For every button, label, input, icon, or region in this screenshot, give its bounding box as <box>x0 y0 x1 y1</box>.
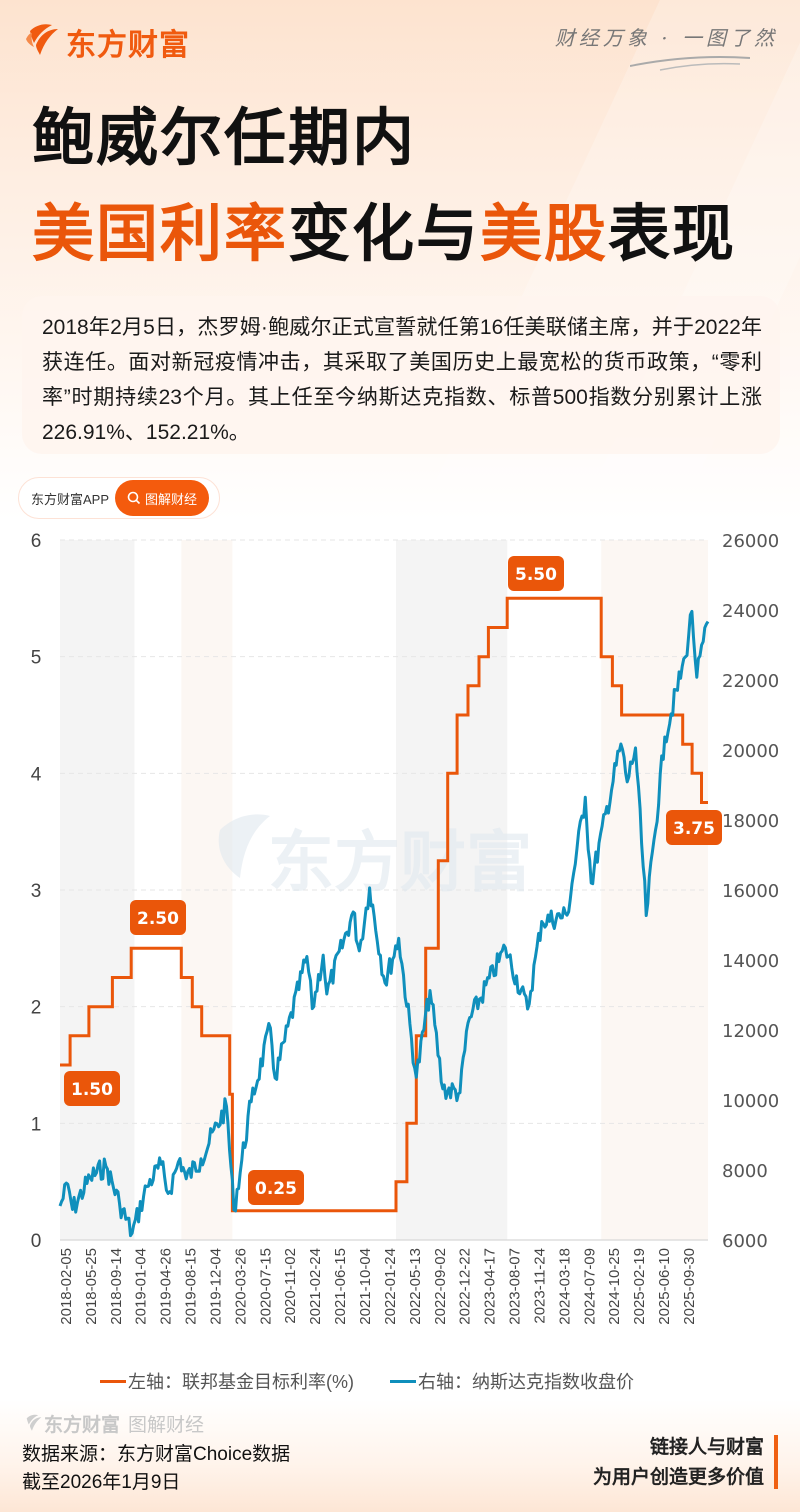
fed-rate-line <box>60 596 708 1213</box>
x-axis-tick: 2021-10-04 <box>357 1248 374 1325</box>
x-axis-tick: 2019-01-04 <box>133 1248 150 1325</box>
watermark-logo-icon <box>218 814 270 878</box>
left-axis-tick: 2 <box>31 998 42 1019</box>
svg-text:5.50: 5.50 <box>515 565 557 585</box>
x-axis-tick: 2023-11-24 <box>531 1248 548 1324</box>
brand-name: 东方财富 <box>66 28 190 63</box>
intro-card: 2018年2月5日，杰罗姆·鲍威尔正式宣誓就任第16任美联储主席，并于2022年… <box>22 296 780 454</box>
left-axis-tick: 4 <box>31 764 42 785</box>
rate-annotation: 2.50 <box>130 900 186 935</box>
right-axis-tick: 18000 <box>722 811 779 832</box>
x-axis-tick: 2019-04-26 <box>158 1248 175 1325</box>
right-axis-tick: 26000 <box>722 531 779 552</box>
svg-text:2.50: 2.50 <box>137 909 179 929</box>
slogan: 财经万象 · 一图了然 <box>554 26 778 50</box>
brand-header: 东方财富 <box>22 20 190 64</box>
title-text-performance: 表现 <box>608 197 737 270</box>
x-axis-tick: 2021-02-24 <box>307 1248 324 1325</box>
left-axis-tick: 0 <box>31 1231 42 1252</box>
left-axis-tick: 6 <box>31 531 42 552</box>
rate-annotation: 1.50 <box>64 1071 120 1106</box>
footer-background <box>0 1400 800 1512</box>
footer-logo-icon <box>26 1414 42 1431</box>
page-title-line1: 鲍威尔任期内 <box>32 101 417 174</box>
motto-line2: 为用户创造更多价值 <box>592 1466 764 1488</box>
footer-logo: 东方财富 图解财经 <box>22 1410 204 1437</box>
legend-swatch-blue <box>390 1379 416 1383</box>
brand-logo-icon <box>26 24 58 55</box>
legend-label-rate: 左轴：联邦基金目标利率(%) <box>128 1372 354 1392</box>
svg-text:1.50: 1.50 <box>71 1080 113 1100</box>
x-axis-tick: 2018-02-05 <box>58 1248 75 1325</box>
right-axis-tick: 8000 <box>722 1161 768 1182</box>
title-text-change: 变化与 <box>288 197 481 270</box>
x-axis-tick: 2025-06-10 <box>656 1248 673 1325</box>
intro-text: 2018年2月5日，杰罗姆·鲍威尔正式宣誓就任第16任美联储主席，并于2022年… <box>42 316 762 444</box>
left-axis-tick: 1 <box>31 1114 42 1135</box>
rate-annotation: 5.50 <box>508 556 564 591</box>
data-source: 数据来源：东方财富Choice数据 截至2026年1月9日 <box>22 1441 290 1497</box>
legend-item-rate: 左轴：联邦基金目标利率(%) <box>100 1368 354 1394</box>
chart: 东方财富 0 1 2 3 4 5 6 6000 8000 10000 12000 14000 16000 1… <box>31 531 780 1325</box>
title-highlight-rates: 美国利率 <box>32 197 289 270</box>
right-axis-tick: 22000 <box>722 671 779 692</box>
x-axis-tick: 2019-12-04 <box>207 1248 224 1325</box>
x-axis-tick: 2020-03-26 <box>232 1248 249 1325</box>
right-axis-tick: 16000 <box>722 881 779 902</box>
swoosh-decoration <box>630 56 750 71</box>
right-axis-tick: 10000 <box>722 1091 779 1112</box>
right-axis-tick: 6000 <box>722 1231 768 1252</box>
page-title-line2: 美国利率变化与美股表现 <box>32 196 736 272</box>
x-axis-tick: 2022-09-02 <box>432 1248 449 1325</box>
left-axis-tick: 5 <box>31 648 42 669</box>
motto-accent-bar <box>774 1435 778 1489</box>
watermark: 东方财富 <box>268 824 532 901</box>
legend-item-nasdaq: 右轴：纳斯达克指数收盘价 <box>390 1368 634 1394</box>
legend-label-nasdaq: 右轴：纳斯达克指数收盘价 <box>418 1372 634 1392</box>
rate-annotation: 0.25 <box>248 1170 304 1205</box>
search-icon <box>127 491 141 505</box>
right-axis-tick: 12000 <box>722 1021 779 1042</box>
x-axis-tick: 2025-02-19 <box>631 1248 648 1325</box>
motto-line1: 链接人与财富 <box>649 1436 764 1458</box>
right-axis-tick: 24000 <box>722 601 779 622</box>
tag-label: 图解财经 <box>145 491 198 507</box>
x-axis-tick: 2020-07-15 <box>257 1248 274 1325</box>
x-axis-tick: 2024-07-09 <box>581 1248 598 1325</box>
as-of-date: 截至2026年1月9日 <box>22 1472 181 1493</box>
title-highlight-stocks: 美股 <box>480 197 609 270</box>
app-label: 东方财富APP <box>31 491 110 507</box>
left-axis-tick: 3 <box>31 881 42 902</box>
brand-pill[interactable]: 东方财富APP 图解财经 <box>18 477 220 519</box>
footer-logo-sub: 图解财经 <box>128 1414 205 1436</box>
motto: 链接人与财富 为用户创造更多价值 <box>593 1432 764 1492</box>
svg-text:3.75: 3.75 <box>673 819 715 839</box>
x-axis-tick: 2023-04-17 <box>482 1248 499 1325</box>
x-axis-tick: 2024-03-18 <box>556 1248 573 1325</box>
rate-annotation: 3.75 <box>666 810 722 845</box>
x-axis-tick: 2021-06-15 <box>332 1248 349 1325</box>
chart-legend: 左轴：联邦基金目标利率(%) 右轴：纳斯达克指数收盘价 <box>100 1368 634 1394</box>
tag-button[interactable]: 图解财经 <box>115 480 210 516</box>
svg-text:0.25: 0.25 <box>255 1179 297 1199</box>
x-axis-tick: 2025-09-30 <box>681 1248 698 1325</box>
x-axis-tick: 2020-11-02 <box>282 1248 299 1324</box>
nasdaq-line <box>58 609 710 1238</box>
x-axis-tick: 2022-01-24 <box>382 1248 399 1325</box>
right-axis-tick: 20000 <box>722 741 779 762</box>
x-axis-tick: 2019-08-15 <box>183 1248 200 1325</box>
x-axis-tick: 2024-10-25 <box>606 1248 623 1325</box>
source-text: 数据来源：东方财富Choice数据 <box>22 1444 291 1465</box>
x-axis-tick: 2023-08-07 <box>507 1248 524 1325</box>
right-axis-tick: 14000 <box>722 951 779 972</box>
x-axis-tick: 2018-09-14 <box>108 1248 125 1325</box>
footer-logo-text: 东方财富 <box>44 1414 121 1436</box>
legend-swatch-orange <box>100 1379 126 1383</box>
x-axis-tick: 2022-05-13 <box>407 1248 424 1325</box>
x-axis-tick: 2022-12-22 <box>457 1248 474 1325</box>
x-axis-tick: 2018-05-25 <box>83 1248 100 1325</box>
